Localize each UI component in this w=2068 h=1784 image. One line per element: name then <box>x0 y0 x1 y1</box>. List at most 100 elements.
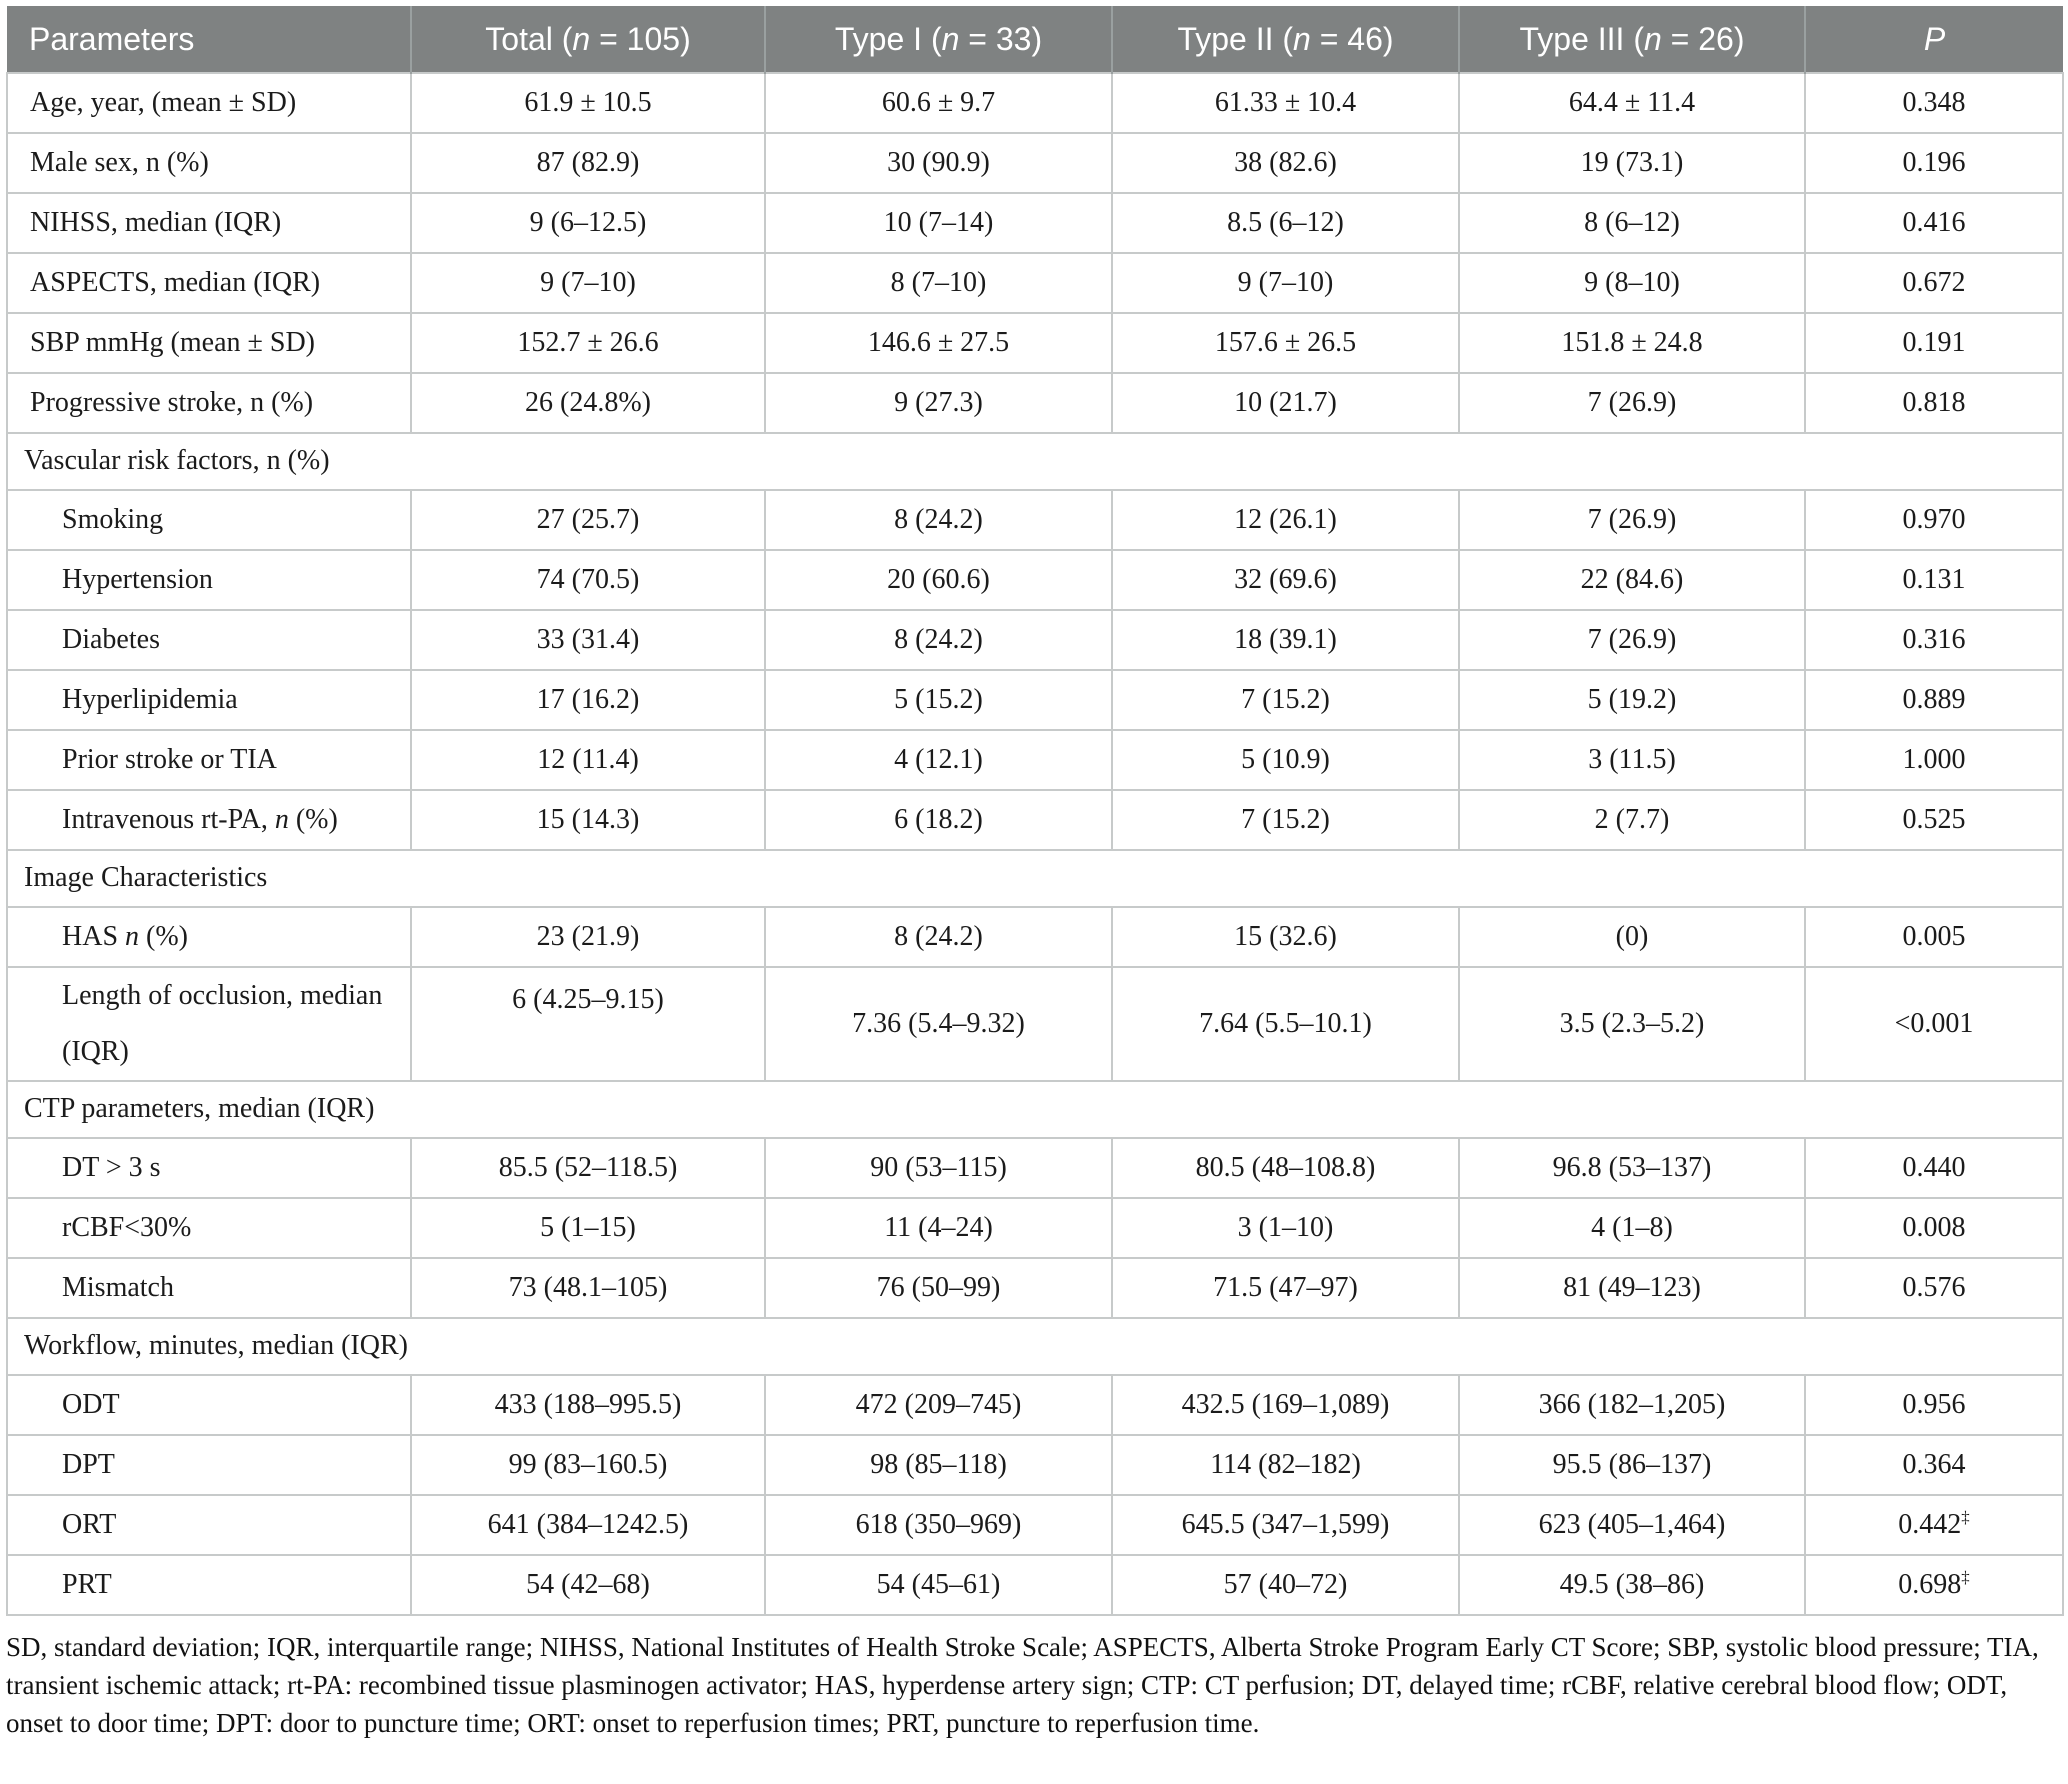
value-cell: 8.5 (6–12) <box>1111 192 1460 254</box>
table-row: Prior stroke or TIA 12 (11.4) 4 (12.1) 5 (1… <box>6 729 2064 791</box>
value-cell: 5 (1–15) <box>410 1197 766 1259</box>
table-header: Parameters Total (n = 105) Type I (n = 33)… <box>7 6 2063 73</box>
value-cell: 5 (10.9) <box>1111 729 1460 791</box>
value-cell: 95.5 (86–137) <box>1458 1434 1806 1496</box>
value-cell: 71.5 (47–97) <box>1111 1257 1460 1319</box>
value-cell: 60.6 ± 9.7 <box>764 72 1113 134</box>
param-cell: Mismatch <box>6 1257 412 1319</box>
param-cell: Progressive stroke, n (%) <box>6 372 412 434</box>
value-cell: 366 (182–1,205) <box>1458 1374 1806 1436</box>
table-row: Male sex, n (%) 87 (82.9) 30 (90.9) 38 (82.… <box>6 132 2064 194</box>
param-cell: ORT <box>6 1494 412 1556</box>
param-cell: NIHSS, median (IQR) <box>6 192 412 254</box>
p-value-cell: 0.196 <box>1804 132 2064 194</box>
value-cell: 7 (26.9) <box>1458 372 1806 434</box>
value-cell: 18 (39.1) <box>1111 609 1460 671</box>
value-cell: 15 (14.3) <box>410 789 766 851</box>
value-cell: (0) <box>1458 906 1806 968</box>
value-cell: 8 (7–10) <box>764 252 1113 314</box>
value-cell: 146.6 ± 27.5 <box>764 312 1113 374</box>
value-cell: 618 (350–969) <box>764 1494 1113 1556</box>
value-cell: 27 (25.7) <box>410 489 766 551</box>
value-cell: 3.5 (2.3–5.2) <box>1458 966 1806 1082</box>
p-value-cell: 0.005 <box>1804 906 2064 968</box>
p-value-cell: 0.416 <box>1804 192 2064 254</box>
value-cell: 7.36 (5.4–9.32) <box>764 966 1113 1082</box>
table-row: DT > 3 s 85.5 (52–118.5) 90 (53–115) 80.5 (… <box>6 1137 2064 1199</box>
value-cell: 151.8 ± 24.8 <box>1458 312 1806 374</box>
header-row: Parameters Total (n = 105) Type I (n = 33)… <box>7 6 2063 73</box>
value-cell: 641 (384–1242.5) <box>410 1494 766 1556</box>
value-cell: 3 (11.5) <box>1458 729 1806 791</box>
p-value-cell: 0.970 <box>1804 489 2064 551</box>
param-cell: ASPECTS, median (IQR) <box>6 252 412 314</box>
p-value-cell: 0.191 <box>1804 312 2064 374</box>
table-row: Diabetes 33 (31.4) 8 (24.2) 18 (39.1) 7 (26.… <box>6 609 2064 671</box>
param-cell: Hyperlipidemia <box>6 669 412 731</box>
parameters-table: Parameters Total (n = 105) Type I (n = 33)… <box>6 6 2064 1616</box>
table-row: rCBF<30% 5 (1–15) 11 (4–24) 3 (1–10) 4 (1–8)… <box>6 1197 2064 1259</box>
value-cell: 22 (84.6) <box>1458 549 1806 611</box>
value-cell: 114 (82–182) <box>1111 1434 1460 1496</box>
value-cell: 81 (49–123) <box>1458 1257 1806 1319</box>
p-value-cell: 0.440 <box>1804 1137 2064 1199</box>
param-cell: ODT <box>6 1374 412 1436</box>
section-label: CTP parameters, median (IQR) <box>6 1080 2064 1139</box>
value-cell: 17 (16.2) <box>410 669 766 731</box>
param-cell: DPT <box>6 1434 412 1496</box>
value-cell: 19 (73.1) <box>1458 132 1806 194</box>
table-footnote: SD, standard deviation; IQR, interquarti… <box>6 1632 2039 1738</box>
value-cell: 433 (188–995.5) <box>410 1374 766 1436</box>
p-value-cell: 0.672 <box>1804 252 2064 314</box>
p-value-cell: 0.008 <box>1804 1197 2064 1259</box>
column-header-group-3: Type II (n = 46) <box>1111 6 1459 73</box>
value-cell: 76 (50–99) <box>764 1257 1113 1319</box>
value-cell: 645.5 (347–1,599) <box>1111 1494 1460 1556</box>
value-cell: 10 (21.7) <box>1111 372 1460 434</box>
value-cell: 4 (12.1) <box>764 729 1113 791</box>
value-cell: 4 (1–8) <box>1458 1197 1806 1259</box>
value-cell: 87 (82.9) <box>410 132 766 194</box>
table-row: Age, year, (mean ± SD) 61.9 ± 10.5 60.6 ± … <box>6 72 2064 134</box>
column-header-group-4: Type III (n = 26) <box>1458 6 1805 73</box>
table-row: Hyperlipidemia 17 (16.2) 5 (15.2) 7 (15.2) 5… <box>6 669 2064 731</box>
p-value-cell: 0.956 <box>1804 1374 2064 1436</box>
value-cell: 73 (48.1–105) <box>410 1257 766 1319</box>
value-cell: 9 (7–10) <box>410 252 766 314</box>
table-row: Mismatch 73 (48.1–105) 76 (50–99) 71.5 (47–… <box>6 1257 2064 1319</box>
value-cell: 157.6 ± 26.5 <box>1111 312 1460 374</box>
param-cell: Age, year, (mean ± SD) <box>6 72 412 134</box>
value-cell: 96.8 (53–137) <box>1458 1137 1806 1199</box>
p-value-cell: 0.348 <box>1804 72 2064 134</box>
value-cell: 54 (45–61) <box>764 1554 1113 1616</box>
value-cell: 49.5 (38–86) <box>1458 1554 1806 1616</box>
table-row: NIHSS, median (IQR) 9 (6–12.5) 10 (7–14) 8.… <box>6 192 2064 254</box>
p-value-cell: 0.442‡ <box>1804 1494 2064 1556</box>
p-value-cell: 0.525 <box>1804 789 2064 851</box>
p-value-cell: 0.364 <box>1804 1434 2064 1496</box>
p-value-cell: 0.576 <box>1804 1257 2064 1319</box>
param-cell: rCBF<30% <box>6 1197 412 1259</box>
table-row: Length of occlusion, median (IQR) 6 (4.25… <box>6 966 2064 1082</box>
value-cell: 33 (31.4) <box>410 609 766 671</box>
value-cell: 8 (24.2) <box>764 609 1113 671</box>
value-cell: 432.5 (169–1,089) <box>1111 1374 1460 1436</box>
value-cell: 64.4 ± 11.4 <box>1458 72 1806 134</box>
value-cell: 12 (11.4) <box>410 729 766 791</box>
value-cell: 85.5 (52–118.5) <box>410 1137 766 1199</box>
param-cell: Prior stroke or TIA <box>6 729 412 791</box>
column-header-p: P <box>1804 6 2063 73</box>
value-cell: 9 (27.3) <box>764 372 1113 434</box>
p-value-cell: <0.001 <box>1804 966 2064 1082</box>
p-value-cell: 0.131 <box>1804 549 2064 611</box>
table-row: Hypertension 74 (70.5) 20 (60.6) 32 (69.6) 2… <box>6 549 2064 611</box>
value-cell: 623 (405–1,464) <box>1458 1494 1806 1556</box>
value-cell: 15 (32.6) <box>1111 906 1460 968</box>
section-row: Vascular risk factors, n (%) <box>6 432 2064 491</box>
value-cell: 90 (53–115) <box>764 1137 1113 1199</box>
table-row: SBP mmHg (mean ± SD) 152.7 ± 26.6 146.6 ± … <box>6 312 2064 374</box>
section-row: CTP parameters, median (IQR) <box>6 1080 2064 1139</box>
value-cell: 5 (15.2) <box>764 669 1113 731</box>
section-row: Image Characteristics <box>6 849 2064 908</box>
